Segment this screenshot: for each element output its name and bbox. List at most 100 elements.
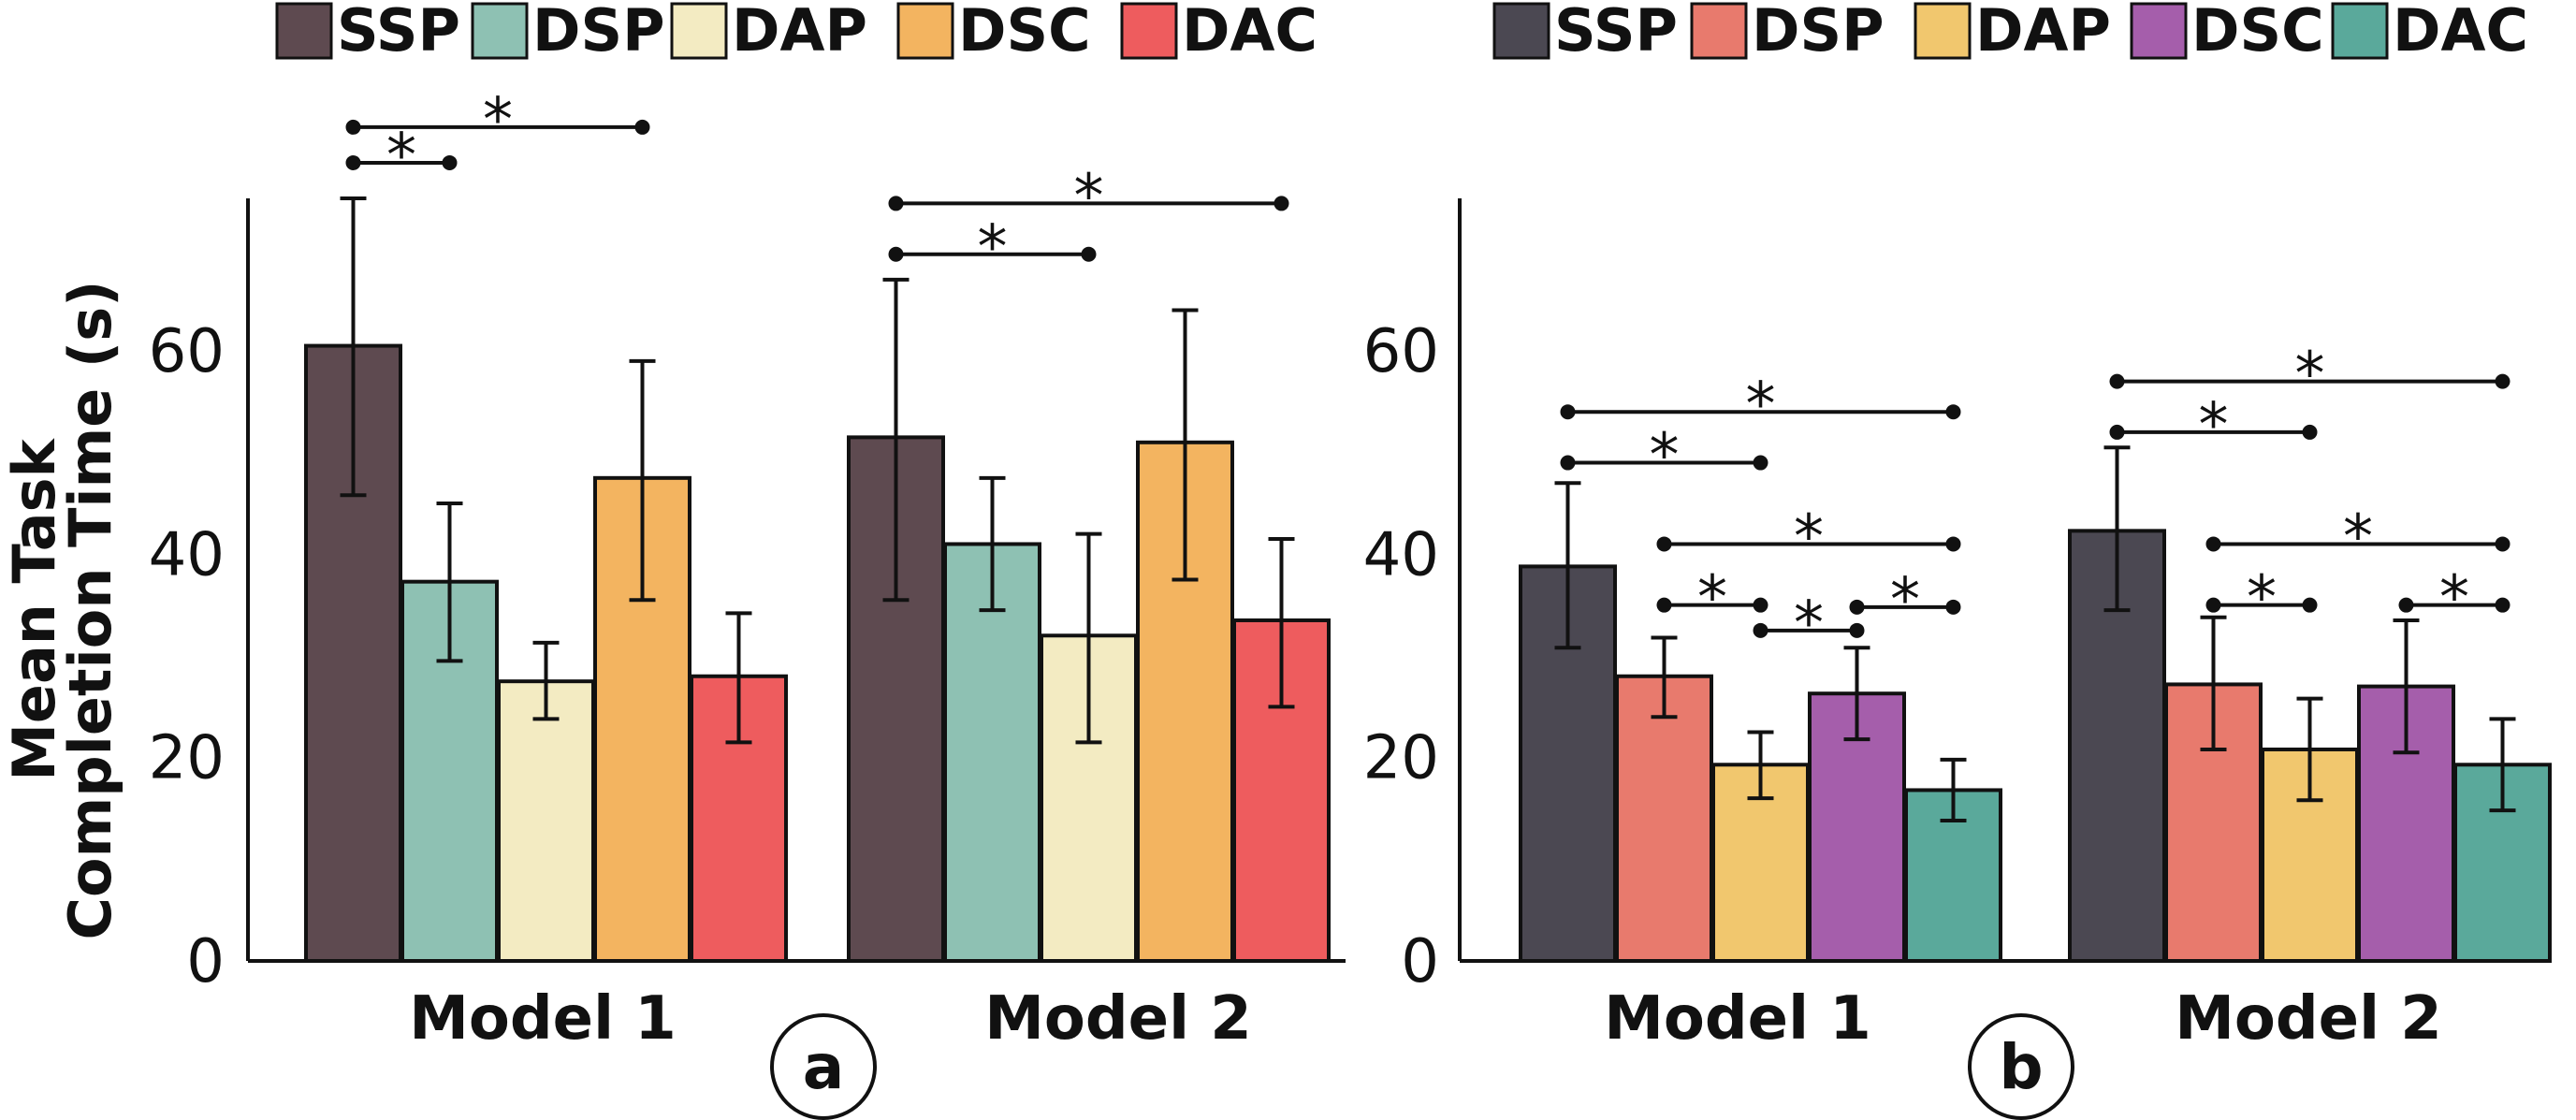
error-bar-dsc-2 — [1172, 308, 1199, 582]
legend-label-dsp: DSP — [1752, 0, 1885, 65]
error-bar-dac-1 — [725, 611, 752, 745]
significance-dot-end — [442, 154, 458, 170]
error-bar-dap-1 — [532, 640, 560, 721]
y-tick-label-40: 40 — [149, 520, 225, 589]
y-tick-label-40: 40 — [1363, 520, 1439, 589]
error-bar-dap-2 — [1075, 531, 1102, 745]
significance-bracket-5: * — [1849, 566, 1961, 635]
significance-dot-end — [2302, 597, 2318, 613]
bar-dap-2 — [1040, 633, 1138, 963]
error-bar-dap-1 — [1747, 730, 1774, 801]
legend-label-ssp: SSP — [337, 0, 460, 65]
legend-label-dap: DAP — [732, 0, 867, 65]
error-bar-dsp-1 — [436, 502, 463, 663]
significance-dot-start — [1656, 536, 1672, 552]
significance-bracket-9: * — [2205, 564, 2318, 633]
legend-swatch-dap — [1914, 2, 1972, 60]
legend-label-dsp: DSP — [532, 0, 665, 65]
error-bar-dsp-1 — [1651, 635, 1678, 720]
significance-dot-end — [1273, 196, 1289, 211]
significance-dot-end — [1945, 599, 1961, 615]
significance-star: * — [2295, 341, 2325, 410]
error-bar-dap-2 — [2296, 696, 2323, 803]
significance-star: * — [1074, 162, 1104, 231]
panel-a-chart: SSP DSP DAP DSC DAC 0 20 40 60 Model 1 Model 2 * * * *… — [149, 0, 1346, 1120]
significance-star: * — [2439, 564, 2469, 633]
significance-star: * — [2343, 502, 2373, 572]
legend-label-dsc: DSC — [958, 0, 1091, 65]
significance-dot-end — [2495, 536, 2511, 552]
error-bar-dsc-2 — [2393, 618, 2420, 755]
significance-star: * — [2199, 391, 2229, 460]
significance-star: * — [1697, 564, 1727, 633]
error-bar-dac-2 — [2489, 717, 2516, 813]
y-tick-label-0: 0 — [1401, 927, 1439, 996]
significance-dot-start — [1560, 455, 1576, 471]
significance-star: * — [1794, 589, 1824, 659]
y-tick-label-20: 20 — [1363, 724, 1439, 793]
error-bar-dac-1 — [1940, 757, 1967, 823]
significance-dot-start — [888, 196, 904, 211]
significance-dot-start — [1560, 404, 1576, 420]
error-bar-ssp-2 — [882, 277, 910, 603]
bar-dsp-1 — [1615, 674, 1713, 963]
error-bar-dsp-2 — [2200, 615, 2227, 751]
significance-star: * — [1794, 502, 1824, 572]
significance-star: * — [386, 122, 416, 191]
error-bar-dsp-2 — [979, 475, 1006, 613]
x-category-label-2: Model 2 — [984, 984, 1252, 1054]
legend-swatch-dsp — [471, 2, 529, 60]
bar-dsp-2 — [943, 542, 1041, 963]
significance-dot-start — [345, 119, 361, 135]
y-axis-label-line1: Mean Task — [0, 437, 68, 780]
legend-swatch-dap — [670, 2, 728, 60]
significance-bracket-4: * — [1753, 589, 1865, 659]
legend-label-dsc: DSC — [2191, 0, 2324, 65]
significance-bracket-6: * — [1656, 502, 1961, 572]
significance-bracket-10: * — [2398, 564, 2511, 633]
significance-dot-end — [1945, 404, 1961, 420]
significance-dot-start — [1753, 622, 1768, 638]
significance-star: * — [978, 213, 1008, 283]
error-bar-dac-2 — [1268, 537, 1295, 709]
panel-b-chart: SSP DSP DAP DSC DAC 0 20 40 60 Model 1 Model 2 * * * *… — [1363, 0, 2552, 1120]
panel-label-circle — [1968, 1013, 2074, 1120]
significance-star: * — [483, 86, 513, 155]
significance-dot-start — [2205, 536, 2221, 552]
y-tick-label-60: 60 — [149, 317, 225, 386]
significance-star: * — [1746, 371, 1776, 440]
significance-dot-end — [2495, 597, 2511, 613]
error-bar-ssp-2 — [2103, 445, 2131, 613]
x-category-label-1: Model 1 — [1604, 984, 1871, 1054]
significance-bracket-8: * — [2109, 341, 2511, 410]
legend-swatch-ssp — [1492, 2, 1550, 60]
legend-label-dap: DAP — [1975, 0, 2111, 65]
significance-bracket-2: * — [1560, 371, 1961, 440]
y-axis-label-line2: Completion Time (s) — [56, 281, 124, 940]
significance-bracket-3: * — [1656, 564, 1768, 633]
significance-dot-end — [1753, 597, 1768, 613]
legend-label-dac: DAC — [1182, 0, 1317, 65]
legend-label-ssp: SSP — [1554, 0, 1678, 65]
significance-bracket-7: * — [2109, 391, 2318, 460]
significance-dot-end — [1753, 455, 1768, 471]
error-bar-dsc-1 — [629, 358, 656, 603]
legend-swatch-dsc — [2130, 2, 2188, 60]
error-bar-dsc-1 — [1843, 646, 1870, 742]
x-category-label-2: Model 2 — [2175, 984, 2442, 1054]
significance-dot-end — [2302, 424, 2318, 440]
significance-bracket-1: * — [1560, 422, 1768, 491]
panel-label: b — [1999, 1031, 2043, 1103]
bar-dap-1 — [497, 679, 595, 964]
panel-label-circle — [770, 1013, 877, 1120]
y-tick-label-20: 20 — [149, 724, 225, 793]
significance-dot-start — [2398, 597, 2414, 613]
significance-dot-end — [2495, 373, 2511, 389]
significance-dot-start — [1849, 599, 1865, 615]
legend-swatch-ssp — [275, 2, 333, 60]
legend-swatch-dsc — [896, 2, 954, 60]
significance-bracket-4: * — [888, 162, 1289, 231]
significance-dot-end — [1945, 536, 1961, 552]
significance-bracket-2: * — [345, 86, 650, 155]
significance-dot-start — [2205, 597, 2221, 613]
